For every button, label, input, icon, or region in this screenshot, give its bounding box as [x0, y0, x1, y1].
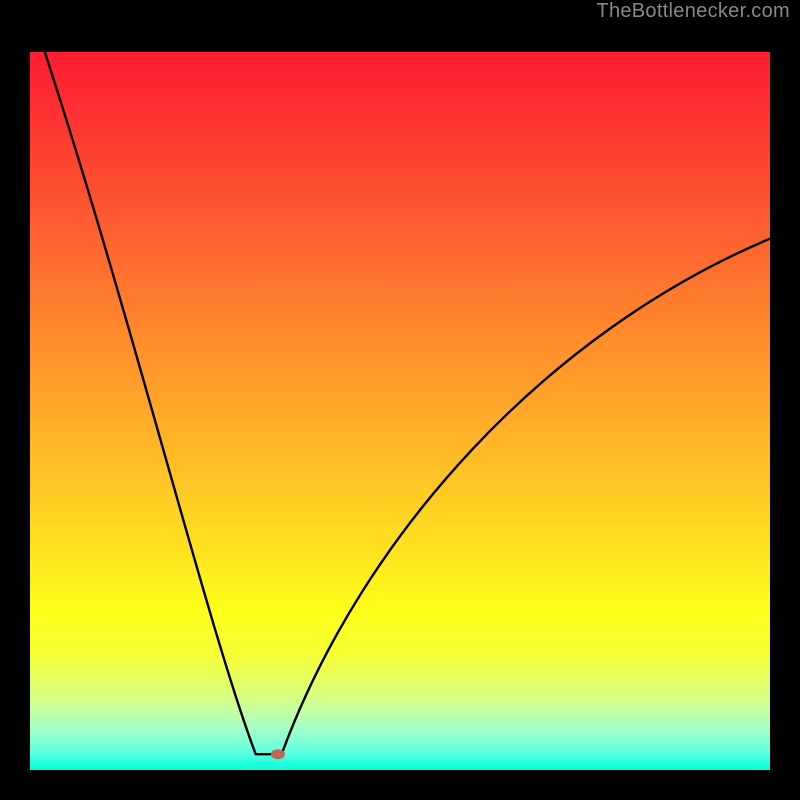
watermark-text: TheBottlenecker.com	[596, 0, 790, 23]
curve-svg	[30, 52, 770, 770]
optimum-marker	[271, 749, 285, 759]
bottleneck-curve	[45, 52, 770, 754]
plot-area	[30, 52, 770, 770]
chart-stage: TheBottlenecker.com	[0, 0, 800, 800]
